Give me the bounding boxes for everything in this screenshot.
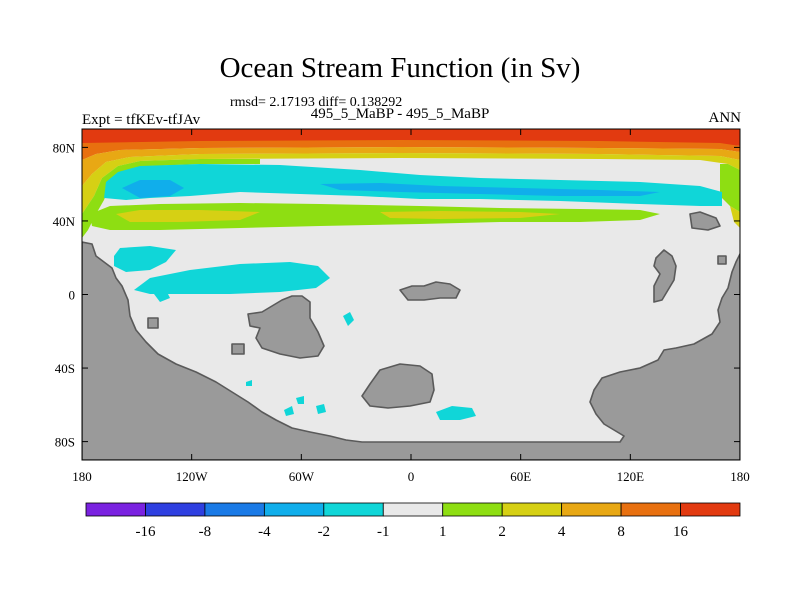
tropical-cyan-small xyxy=(343,312,354,326)
subtropical-yellow-cell-mid xyxy=(380,211,560,219)
southern-cyan-patch xyxy=(436,406,476,420)
colorbar-label: -1 xyxy=(377,524,390,540)
x-axis: 180 120W 60W 0 60E 120E 180 xyxy=(72,129,750,484)
colorbar-label: 2 xyxy=(498,524,506,540)
east-edge-yellow xyxy=(730,206,740,228)
tropical-cyan-blob xyxy=(154,290,170,302)
tropical-cyan-west xyxy=(114,246,176,272)
colorbar-label: 1 xyxy=(439,524,447,540)
colorbar-swatch xyxy=(204,502,265,517)
y-tick-label: 80S xyxy=(55,435,75,450)
experiment-subtitle: 495_5_MaBP - 495_5_MaBP xyxy=(310,106,490,122)
subpolar-blue-cell xyxy=(122,180,184,198)
colorbar-swatch xyxy=(382,502,444,517)
northern-band-orange xyxy=(82,147,740,186)
colorbar-swatch xyxy=(85,502,146,517)
southern-cyan-scatter-2 xyxy=(296,396,304,404)
colorbar: -16 -8 -4 -2 -1 1 2 4 8 16 xyxy=(85,502,741,540)
island-central-west xyxy=(247,295,325,359)
subpolar-blue-cell-east xyxy=(320,183,660,196)
island-east-mid xyxy=(653,249,677,303)
experiment-label: Expt = tfKEv-tfJAv xyxy=(82,112,201,128)
x-tick-label: 60W xyxy=(289,469,315,484)
y-tick-label: 80N xyxy=(53,140,76,155)
colorbar-swatch xyxy=(263,502,325,517)
colorbar-swatch xyxy=(145,502,206,517)
colorbar-label: -2 xyxy=(318,524,331,540)
southern-cyan-scatter-3 xyxy=(316,404,326,414)
colorbar-label: -8 xyxy=(199,524,212,540)
colorbar-swatch xyxy=(561,502,622,517)
x-tick-label: 120W xyxy=(176,469,209,484)
northern-band-yellow xyxy=(82,153,740,214)
east-edge-green xyxy=(720,164,740,212)
x-tick-label: 0 xyxy=(408,469,415,484)
y-axis: 80N 40N 0 40S 80S xyxy=(53,140,740,450)
island-east-north xyxy=(689,211,721,231)
west-continent xyxy=(82,241,740,460)
northern-band-dark-orange xyxy=(82,140,740,160)
x-tick-label: 180 xyxy=(72,469,92,484)
colorbar-swatch xyxy=(501,502,563,517)
chart-title: Ocean Stream Function (in Sv) xyxy=(219,52,581,84)
colorbar-swatch xyxy=(442,502,503,517)
season-label: ANN xyxy=(708,110,742,126)
southern-cyan-scatter-4 xyxy=(246,380,252,386)
x-tick-label: 180 xyxy=(730,469,750,484)
stats-label: rmsd= 2.17193 diff= 0.138292 xyxy=(230,95,403,110)
island-south-central xyxy=(361,363,435,409)
x-tick-label: 120E xyxy=(617,469,645,484)
y-tick-label: 40N xyxy=(53,214,76,229)
island-small-west-2 xyxy=(231,343,245,355)
colorbar-label: 16 xyxy=(673,524,689,540)
island-small-west-1 xyxy=(147,317,159,329)
colorbar-label: 8 xyxy=(617,524,625,540)
island-small-east xyxy=(717,255,727,265)
colorbar-swatch xyxy=(680,502,741,517)
colorbar-label: -4 xyxy=(258,524,271,540)
y-tick-label: 0 xyxy=(69,288,76,303)
x-tick-label: 60E xyxy=(510,469,531,484)
y-tick-label: 40S xyxy=(55,361,75,376)
southern-cyan-scatter-1 xyxy=(284,406,294,416)
colorbar-label: -16 xyxy=(135,524,155,540)
tropical-cyan-central xyxy=(134,262,330,294)
colorbar-swatch xyxy=(323,502,384,517)
colorbar-label: 4 xyxy=(558,524,566,540)
subtropical-yellow-cell xyxy=(116,210,260,222)
colorbar-swatch xyxy=(620,502,681,517)
subtropical-green-band xyxy=(90,203,660,230)
island-equatorial xyxy=(399,281,461,301)
